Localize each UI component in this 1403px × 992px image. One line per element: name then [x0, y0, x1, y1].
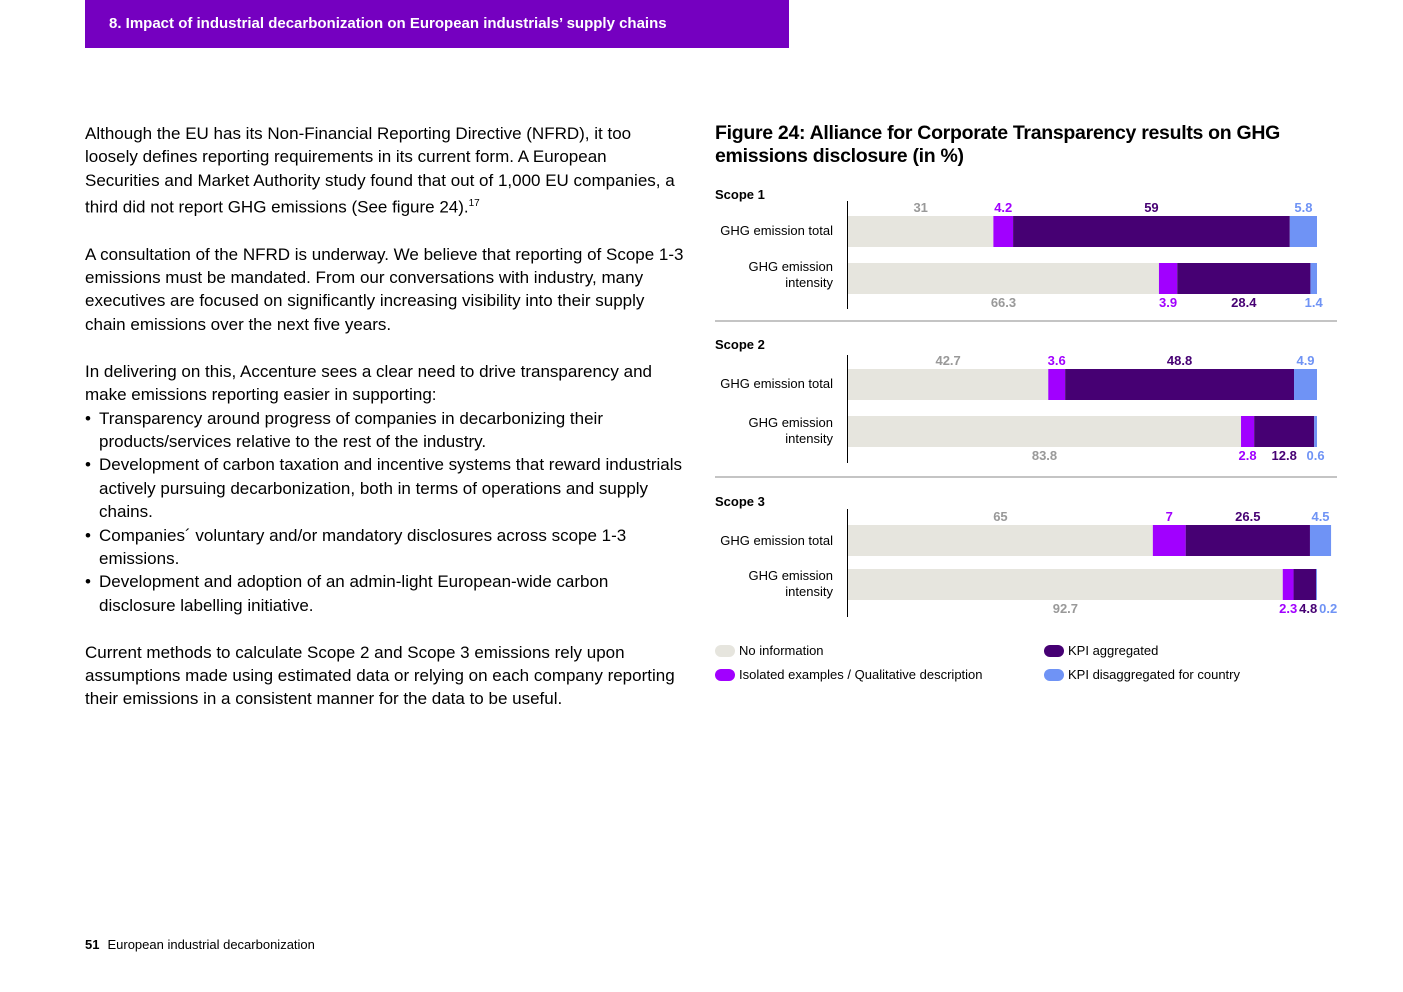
paragraph-1-text: Although the EU has its Non-Financial Re… [85, 124, 675, 217]
data-label: 48.8 [1167, 353, 1192, 368]
bar-segment [1158, 263, 1178, 294]
data-label: 2.8 [1239, 448, 1257, 463]
data-label: 5.8 [1294, 200, 1312, 215]
data-label: 3.6 [1048, 353, 1066, 368]
data-label: 66.3 [991, 295, 1016, 310]
paragraph-3: In delivering on this, Accenture sees a … [85, 361, 653, 405]
data-label: 2.3 [1279, 601, 1297, 616]
section-title: 8. Impact of industrial decarbonization … [109, 15, 667, 32]
data-label: 4.8 [1299, 601, 1317, 616]
page-footer: 51 European industrial decarbonization [85, 937, 315, 952]
bar-segment [1282, 569, 1294, 600]
data-label: 0.2 [1319, 601, 1337, 616]
bar-segment [848, 416, 1242, 447]
bar-segment [1294, 369, 1317, 400]
legend-swatch [715, 644, 735, 657]
bar-segment [1309, 525, 1332, 556]
bar-segment [1316, 569, 1317, 600]
legend-label: KPI aggregated [1068, 643, 1159, 658]
data-label: 26.5 [1235, 509, 1260, 524]
footnote-ref[interactable]: 17 [468, 198, 480, 210]
bar-segment [1013, 216, 1290, 247]
category-label: GHG emission [748, 259, 833, 274]
bar-segment [1152, 525, 1186, 556]
bar-segment [848, 263, 1159, 294]
bar-segment [1310, 263, 1317, 294]
legend-swatch [1044, 668, 1064, 681]
data-label: 28.4 [1231, 295, 1257, 310]
data-label: 4.5 [1311, 509, 1329, 524]
data-label: 92.7 [1053, 601, 1078, 616]
bar-segment [1314, 416, 1317, 447]
body-text: Although the EU has its Non-Financial Re… [85, 122, 685, 734]
bar-segment [1177, 263, 1311, 294]
bullet-item: Transparency around progress of companie… [85, 407, 685, 454]
scope-heading: Scope 1 [715, 187, 765, 202]
category-label: GHG emission total [720, 376, 833, 391]
bullet-list: Transparency around progress of companie… [85, 407, 685, 618]
page-number: 51 [85, 937, 100, 952]
legend-item-no-info: No information [715, 643, 824, 658]
bullet-item: Development and adoption of an admin-lig… [85, 570, 685, 617]
data-label: 0.6 [1307, 448, 1325, 463]
bullet-item: Companies´ voluntary and/or mandatory di… [85, 524, 685, 571]
paragraph-4: Current methods to calculate Scope 2 and… [85, 642, 675, 709]
legend-label: Isolated examples / Qualitative descript… [739, 667, 983, 682]
figure-title: Figure 24: Alliance for Corporate Transp… [715, 122, 1281, 167]
bar-segment [848, 525, 1153, 556]
scope-heading: Scope 2 [715, 337, 765, 352]
bar-segment [848, 569, 1283, 600]
category-label: intensity [785, 584, 833, 599]
scope-heading: Scope 3 [715, 494, 765, 509]
bar-segment [1048, 369, 1066, 400]
paragraph-2: A consultation of the NFRD is underway. … [85, 244, 684, 334]
bar-segment [993, 216, 1014, 247]
bullet-item: Development of carbon taxation and incen… [85, 453, 685, 523]
data-label: 1.4 [1305, 295, 1324, 310]
data-label: 59 [1144, 200, 1158, 215]
bar-segment [1293, 569, 1317, 600]
data-label: 12.8 [1272, 448, 1297, 463]
data-label: 3.9 [1159, 295, 1177, 310]
category-label: intensity [785, 431, 833, 446]
category-label: GHG emission total [720, 223, 833, 238]
data-label: 7 [1166, 509, 1173, 524]
category-label: GHG emission total [720, 533, 833, 548]
data-label: 83.8 [1032, 448, 1057, 463]
legend-swatch [1044, 644, 1064, 657]
legend-swatch [715, 668, 735, 681]
legend-item-kpi-aggregated: KPI aggregated [1044, 643, 1158, 658]
data-label: 4.9 [1296, 353, 1314, 368]
bar-segment [1241, 416, 1255, 447]
bar-segment [1185, 525, 1310, 556]
data-label: 42.7 [935, 353, 960, 368]
category-label: GHG emission [748, 568, 833, 583]
bar-segment [848, 369, 1049, 400]
legend-label: No information [739, 643, 824, 658]
paragraph-1: Although the EU has its Non-Financial Re… [85, 122, 685, 219]
category-label: GHG emission [748, 415, 833, 430]
document-title: European industrial decarbonization [107, 937, 315, 952]
bar-segment [1254, 416, 1315, 447]
bar-segment [848, 216, 994, 247]
legend-item-kpi-disaggregated: KPI disaggregated for country [1044, 667, 1240, 682]
data-label: 4.2 [994, 200, 1012, 215]
legend-label: KPI disaggregated for country [1068, 667, 1240, 682]
bar-segment [1065, 369, 1295, 400]
category-label: intensity [785, 275, 833, 290]
data-label: 31 [913, 200, 927, 215]
bar-segment [1289, 216, 1317, 247]
legend-item-isolated: Isolated examples / Qualitative descript… [715, 667, 983, 682]
section-header: 8. Impact of industrial decarbonization … [85, 0, 789, 48]
data-label: 65 [993, 509, 1007, 524]
